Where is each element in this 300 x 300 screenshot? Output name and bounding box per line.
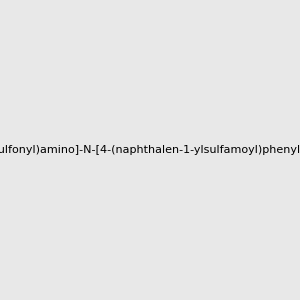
Text: 2-[(methylsulfonyl)amino]-N-[4-(naphthalen-1-ylsulfamoyl)phenyl]benzamide: 2-[(methylsulfonyl)amino]-N-[4-(naphthal…	[0, 145, 300, 155]
